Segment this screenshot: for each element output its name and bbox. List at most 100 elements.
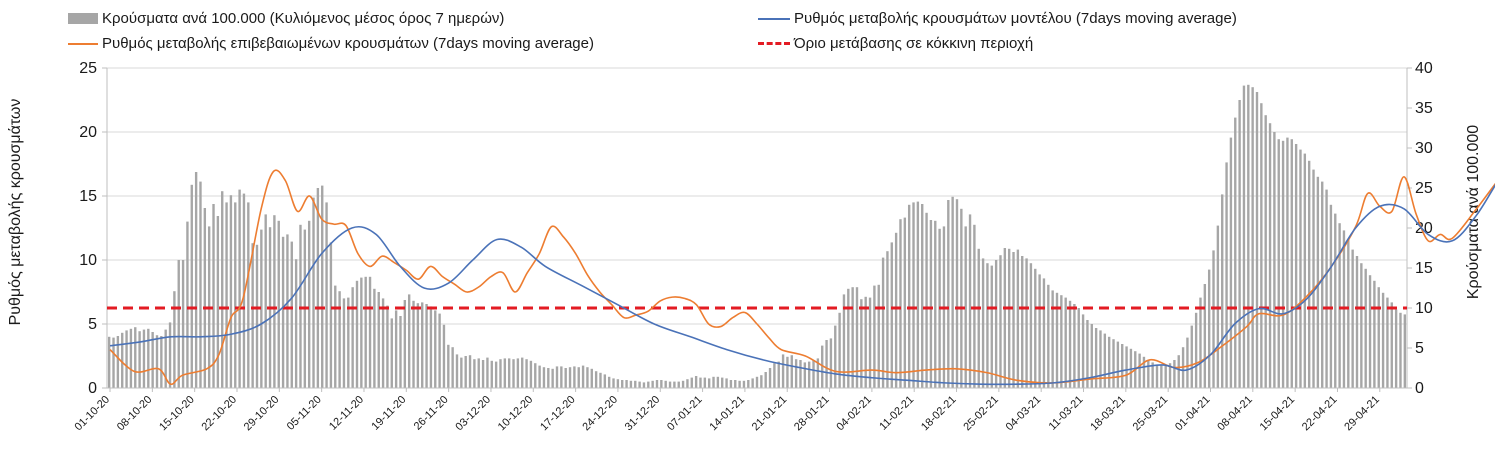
bar — [1138, 353, 1141, 388]
bar — [347, 297, 350, 388]
bar — [1016, 249, 1020, 388]
x-tick-label: 24-12-20 — [580, 394, 620, 434]
x-tick-label: 25-02-21 — [961, 394, 1001, 434]
bar — [1373, 280, 1376, 388]
bar — [868, 297, 872, 388]
bar — [1234, 117, 1237, 388]
bar — [1260, 103, 1263, 388]
bar — [1225, 162, 1228, 388]
bar — [190, 184, 193, 388]
bar — [1321, 181, 1324, 388]
bar — [121, 332, 124, 388]
bar — [147, 328, 150, 388]
bar — [1099, 330, 1102, 388]
bar — [877, 284, 880, 388]
bar — [1277, 139, 1280, 388]
bar — [1094, 328, 1098, 388]
bar — [286, 234, 289, 388]
right-tick-label: 10 — [1415, 300, 1433, 317]
bar — [364, 276, 367, 388]
bar — [1377, 287, 1380, 388]
bar — [755, 376, 759, 388]
bar — [1229, 137, 1233, 388]
x-tick-label: 31-12-20 — [623, 394, 663, 434]
bar — [477, 358, 480, 388]
right-tick-label: 35 — [1415, 100, 1433, 117]
legend-label-bars: Κρούσματα ανά 100.000 (Κυλιόμενος μέσος … — [102, 10, 505, 27]
bar — [794, 359, 798, 388]
x-tick-label: 07-01-21 — [665, 394, 705, 434]
bar — [381, 298, 385, 388]
bar — [242, 193, 246, 388]
bar — [273, 215, 276, 388]
bar — [664, 380, 667, 388]
bar — [247, 202, 250, 388]
bar — [968, 214, 972, 388]
bar — [603, 374, 607, 388]
bar — [421, 302, 424, 388]
x-tick-label: 18-03-21 — [1088, 394, 1128, 434]
bar — [647, 381, 650, 388]
bar — [468, 355, 472, 388]
bar — [307, 220, 311, 388]
bar — [638, 381, 641, 388]
bar — [686, 379, 689, 388]
bar — [725, 378, 728, 388]
bar — [434, 310, 437, 388]
bar — [403, 300, 407, 388]
bar — [886, 251, 889, 388]
bar — [521, 357, 524, 388]
bar — [825, 340, 828, 388]
right-tick-label: 5 — [1415, 340, 1424, 357]
bar — [1107, 336, 1111, 388]
x-tick-label: 17-12-20 — [538, 394, 578, 434]
bar — [325, 202, 328, 388]
bar — [764, 372, 767, 388]
bar — [1086, 320, 1089, 388]
x-tick-label: 03-12-20 — [453, 394, 493, 434]
bar — [1294, 144, 1298, 388]
bar — [742, 380, 746, 388]
bar — [1268, 123, 1272, 388]
bar — [499, 359, 502, 388]
bar — [112, 337, 115, 388]
bar — [1207, 269, 1211, 388]
bar — [1242, 85, 1246, 388]
bar — [703, 377, 707, 388]
bar — [225, 202, 228, 388]
bar — [812, 360, 815, 388]
bar — [1068, 300, 1072, 388]
bar — [221, 191, 224, 388]
bar — [912, 202, 915, 388]
bar — [507, 358, 511, 388]
bar — [816, 358, 820, 388]
bar — [677, 381, 680, 388]
bar — [847, 288, 850, 388]
bar — [786, 356, 789, 388]
bar — [555, 366, 559, 388]
left-tick-label: 0 — [88, 380, 97, 397]
bar — [607, 376, 611, 388]
bar — [629, 380, 633, 388]
bar — [429, 306, 433, 388]
bar — [781, 354, 785, 388]
bar — [168, 322, 172, 388]
bar — [1029, 263, 1033, 388]
bar — [1155, 364, 1159, 388]
bar — [1325, 189, 1328, 388]
x-tick-label: 12-11-20 — [327, 394, 366, 433]
bar — [921, 204, 924, 388]
x-tick-label: 04-03-21 — [1004, 394, 1044, 434]
bar — [1286, 137, 1289, 388]
bar — [129, 328, 133, 388]
bar — [490, 360, 493, 388]
bar — [681, 380, 685, 388]
bar — [1034, 268, 1037, 388]
left-tick-label: 15 — [79, 188, 97, 205]
bar — [660, 380, 663, 388]
x-tick-label: 14-01-21 — [707, 394, 747, 434]
bar — [451, 347, 454, 388]
bar — [1007, 248, 1011, 388]
bar — [216, 216, 220, 388]
